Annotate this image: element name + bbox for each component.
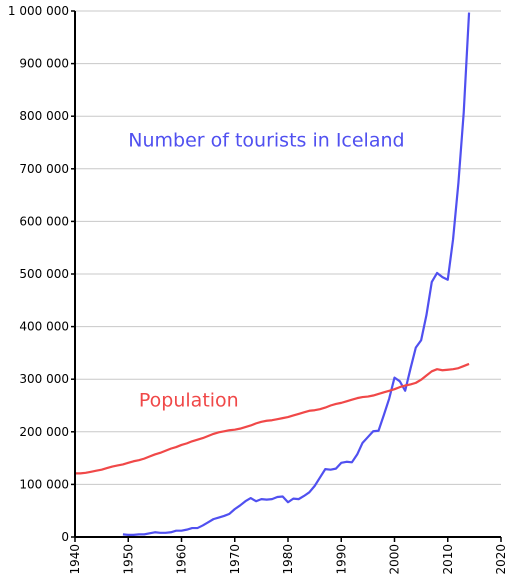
x-tick-label: 1990	[334, 544, 348, 575]
y-tick-label: 1 000 000	[8, 4, 69, 18]
y-tick-label: 300 000	[19, 372, 69, 386]
x-tick-label: 1960	[175, 544, 189, 575]
axes	[71, 10, 502, 542]
y-tick-label: 600 000	[19, 214, 69, 228]
y-tick-label: 700 000	[19, 162, 69, 176]
y-tick-label: 900 000	[19, 57, 69, 71]
series-lines	[75, 12, 471, 536]
x-tick-label: 2010	[441, 544, 455, 575]
series-annotations: Number of tourists in Iceland Population	[128, 130, 404, 412]
y-tick-label: 400 000	[19, 320, 69, 334]
x-tick-label: 2000	[388, 544, 402, 575]
x-tick-label: 2020	[494, 544, 508, 575]
series-annotation-0: Number of tourists in Iceland	[128, 130, 404, 152]
x-tick-label: 1970	[228, 544, 242, 575]
grid-lines	[75, 10, 501, 485]
series-line-0	[122, 12, 471, 536]
x-tick-label: 1950	[121, 544, 135, 575]
y-tick-label: 500 000	[19, 267, 69, 281]
series-annotation-1: Population	[139, 390, 239, 412]
tick-labels: 0 100 000 200 000 300 000 400 000 500 000 600 …	[8, 4, 508, 575]
x-tick-label: 1980	[281, 544, 295, 575]
y-tick-label: 100 000	[19, 477, 69, 491]
y-tick-label: 200 000	[19, 425, 69, 439]
series-line-1	[75, 362, 470, 475]
x-tick-label: 1940	[68, 544, 82, 575]
y-tick-label: 800 000	[19, 109, 69, 123]
y-tick-label: 0	[61, 530, 69, 544]
